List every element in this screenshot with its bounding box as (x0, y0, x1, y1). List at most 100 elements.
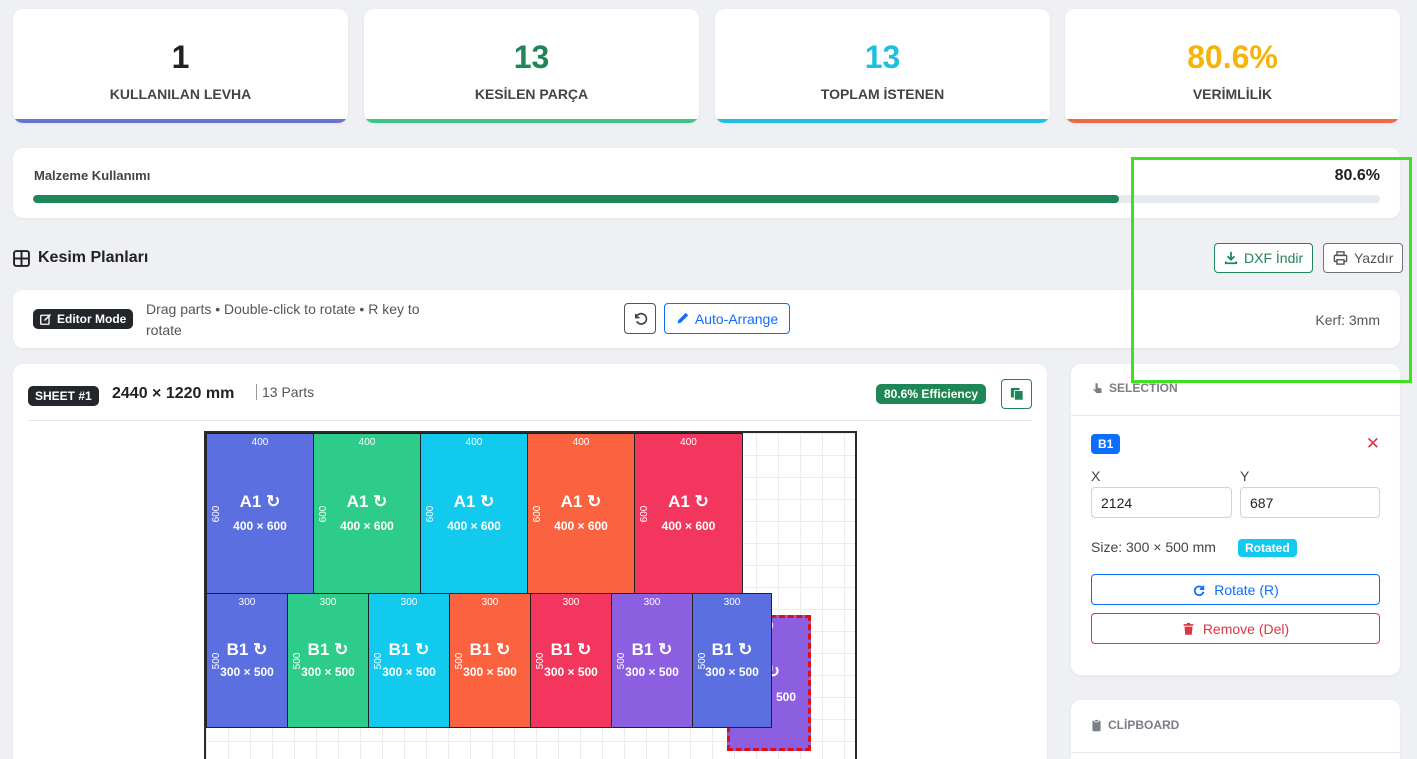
part-b1[interactable]: 300 500 B1 ↻ 300 × 500 (368, 593, 450, 728)
material-usage-card: Malzeme Kullanımı 80.6% (13, 148, 1400, 218)
remove-button[interactable]: Remove (Del) (1091, 613, 1380, 644)
x-input[interactable]: 2124 (1091, 487, 1232, 518)
stat-value: 80.6% (1187, 39, 1278, 75)
part-width-label: 300 (723, 597, 741, 608)
stat-label: KULLANILAN LEVHA (109, 86, 252, 102)
editor-hint-line: Drag parts • Double-click to rotate • R … (146, 301, 420, 317)
part-name: B1 ↻ (550, 640, 592, 659)
cutting-plans-heading: Kesim Planları (13, 249, 148, 267)
print-button[interactable]: Yazdır (1323, 243, 1404, 273)
stat-label: KESİLEN PARÇA (474, 86, 589, 102)
selected-part-badge: B1 (1091, 434, 1121, 454)
part-name: A1 ↻ (668, 492, 709, 511)
part-b1[interactable]: 300 500 B1 ↻ 300 × 500 (692, 593, 772, 728)
part-name: A1 ↻ (560, 492, 602, 511)
editor-toolbar: Editor Mode Drag parts • Double-click to… (13, 290, 1400, 348)
part-width-label: 300 (643, 597, 661, 608)
part-name: B1 ↻ (469, 640, 511, 659)
stat-card-cut-parts: 13 KESİLEN PARÇA (364, 9, 699, 123)
x-label: X (1091, 468, 1101, 484)
part-dims: 400 × 600 (447, 519, 501, 533)
dxf-download-button[interactable]: DXF İndir (1214, 243, 1314, 273)
cutting-plans-title: Kesim Planları (38, 249, 149, 266)
part-b1[interactable]: 300 500 B1 ↻ 300 × 500 (206, 593, 288, 728)
selection-title: SELECTION (1109, 381, 1178, 395)
part-width-label: 0 (768, 621, 808, 632)
material-usage-value: 80.6% (1334, 167, 1380, 184)
stat-accent-bar (13, 119, 348, 123)
undo-button[interactable] (624, 303, 656, 334)
part-a1[interactable]: 400 600 A1 ↻ 400 × 600 (206, 433, 314, 594)
stat-card-efficiency: 80.6% VERİMLİLİK (1065, 9, 1400, 123)
part-dims: 500 (775, 690, 796, 704)
part-width-label: 400 (251, 437, 269, 448)
kerf-label: Kerf: 3mm (1315, 312, 1380, 328)
part-width-label: 400 (680, 437, 697, 448)
pointer-icon (1093, 382, 1102, 393)
stat-card-requested: 13 TOPLAM İSTENEN (715, 9, 1050, 123)
part-dims: 300 × 500 (625, 665, 679, 679)
auto-arrange-label: Auto-Arrange (694, 310, 779, 327)
part-dims: 400 × 600 (233, 519, 287, 533)
clipboard-icon (1092, 718, 1101, 731)
part-a1[interactable]: 400 600 A1 ↻ 400 × 600 (527, 433, 635, 594)
stat-accent-bar (364, 119, 699, 123)
material-usage-progress (33, 195, 1380, 203)
part-width-label: 300 (481, 597, 499, 608)
part-width-label: 300 (238, 597, 256, 608)
material-usage-title: Malzeme Kullanımı (34, 168, 151, 183)
editor-mode-label: Editor Mode (57, 312, 127, 326)
part-dims: 400 × 600 (554, 519, 608, 533)
part-dims: 300 × 500 (301, 665, 355, 679)
dxf-download-label: DXF İndir (1244, 250, 1304, 266)
sheet-parts-count: 13 Parts (256, 384, 314, 400)
auto-arrange-button[interactable]: Auto-Arrange (664, 303, 790, 334)
y-label: Y (1240, 468, 1250, 484)
copy-sheet-button[interactable] (1001, 379, 1032, 409)
sheet-divider (28, 420, 1032, 421)
editor-hint: Drag parts • Double-click to rotate • R … (146, 299, 420, 341)
efficiency-badge: 80.6% Efficiency (876, 384, 987, 404)
sheet-badge: SHEET #1 (28, 386, 99, 406)
part-dims: 300 × 500 (382, 665, 436, 679)
part-dims: 300 × 500 (705, 665, 759, 679)
part-width-label: 400 (465, 437, 483, 448)
part-b1[interactable]: 300 500 B1 ↻ 300 × 500 (287, 593, 369, 728)
part-a1[interactable]: 400 600 A1 ↻ 400 × 600 (420, 433, 528, 594)
stat-value: 1 (171, 39, 190, 75)
edit-icon (40, 313, 52, 325)
stat-accent-bar (1065, 119, 1400, 123)
copy-icon (1010, 387, 1024, 401)
part-a1[interactable]: 400 600 A1 ↻ 400 × 600 (634, 433, 743, 594)
rotate-button[interactable]: Rotate (R) (1091, 574, 1380, 605)
part-dims: 300 × 500 (220, 665, 274, 679)
trash-icon (1183, 622, 1194, 635)
part-width-label: 400 (358, 437, 376, 448)
editor-mode-badge: Editor Mode (33, 309, 134, 329)
part-name: B1 ↻ (226, 640, 268, 659)
deselect-close-icon[interactable]: ✕ (1365, 434, 1380, 453)
part-dims: 300 × 500 (463, 665, 517, 679)
print-label: Yazdır (1354, 250, 1394, 266)
part-name: B1 ↻ (631, 640, 673, 659)
y-input[interactable]: 687 (1240, 487, 1380, 518)
stat-label: VERİMLİLİK (1192, 86, 1273, 102)
part-b1[interactable]: 300 500 B1 ↻ 300 × 500 (530, 593, 612, 728)
part-name: A1 ↻ (346, 492, 388, 511)
part-dims: 400 × 600 (340, 519, 394, 533)
part-width-label: 300 (319, 597, 337, 608)
part-dims: 400 × 600 (661, 519, 716, 533)
download-icon (1224, 251, 1238, 265)
part-name: B1 ↻ (711, 640, 753, 659)
sheet-canvas[interactable]: 400 600 A1 ↻ 400 × 600 400 600 A1 ↻ 400 … (204, 431, 857, 759)
selected-size: Size: 300 × 500 mm (1091, 539, 1216, 555)
part-dims: 300 × 500 (544, 665, 598, 679)
part-width-label: 300 (562, 597, 580, 608)
part-name: A1 ↻ (453, 492, 495, 511)
part-b1[interactable]: 300 500 B1 ↻ 300 × 500 (449, 593, 531, 728)
part-b1[interactable]: 300 500 B1 ↻ 300 × 500 (611, 593, 693, 728)
editor-hint-line: rotate (146, 322, 182, 338)
rotated-badge: Rotated (1238, 539, 1297, 557)
part-a1[interactable]: 400 600 A1 ↻ 400 × 600 (313, 433, 421, 594)
part-name: A1 ↻ (239, 492, 281, 511)
